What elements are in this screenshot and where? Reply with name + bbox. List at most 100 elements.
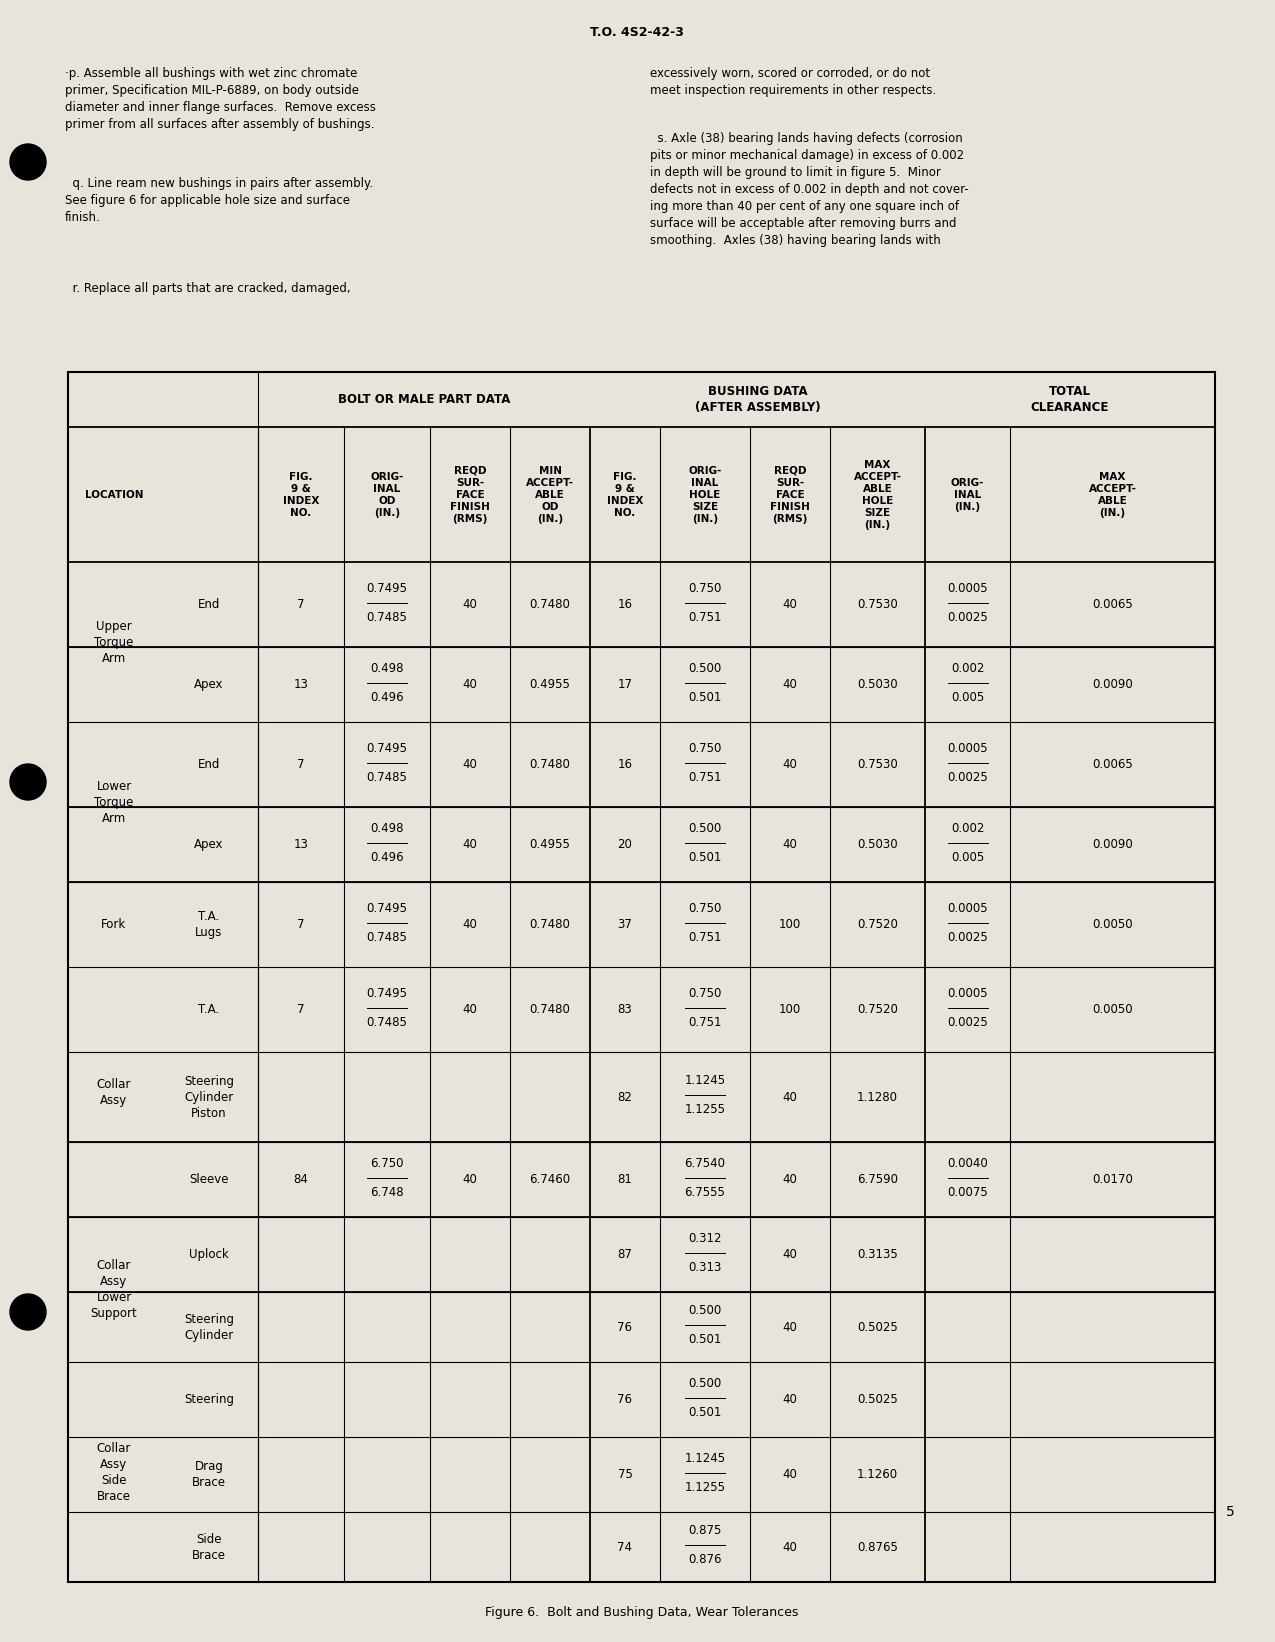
Text: 0.3135: 0.3135 <box>857 1248 898 1261</box>
Text: 1.1280: 1.1280 <box>857 1090 898 1103</box>
Text: 0.0065: 0.0065 <box>1093 598 1133 611</box>
Text: 40: 40 <box>783 1540 797 1553</box>
Text: 40: 40 <box>783 1172 797 1186</box>
Text: 0.002: 0.002 <box>951 662 984 675</box>
Text: 7: 7 <box>297 759 305 772</box>
Text: 40: 40 <box>463 598 477 611</box>
Text: 0.500: 0.500 <box>688 1376 722 1389</box>
Text: 0.501: 0.501 <box>688 851 722 864</box>
Text: REQD
SUR-
FACE
FINISH
(RMS): REQD SUR- FACE FINISH (RMS) <box>450 465 490 524</box>
Text: 13: 13 <box>293 837 309 851</box>
Text: Steering
Cylinder: Steering Cylinder <box>184 1312 235 1342</box>
Text: Upper
Torque
Arm: Upper Torque Arm <box>94 619 134 665</box>
Text: 0.4955: 0.4955 <box>529 678 570 691</box>
Text: End: End <box>198 759 221 772</box>
Text: 6.7540: 6.7540 <box>685 1156 725 1169</box>
Text: 0.7485: 0.7485 <box>367 931 408 944</box>
Text: 0.0050: 0.0050 <box>1093 918 1132 931</box>
Text: Apex: Apex <box>194 678 223 691</box>
Bar <box>68 373 1215 1581</box>
Text: 7: 7 <box>297 918 305 931</box>
Text: 87: 87 <box>617 1248 632 1261</box>
Text: 7: 7 <box>297 1003 305 1016</box>
Text: 0.7520: 0.7520 <box>857 1003 898 1016</box>
Text: 0.313: 0.313 <box>688 1261 722 1274</box>
Text: 0.501: 0.501 <box>688 1406 722 1419</box>
Text: 0.005: 0.005 <box>951 691 984 703</box>
Text: 0.500: 0.500 <box>688 1304 722 1317</box>
Text: 6.750: 6.750 <box>370 1156 404 1169</box>
Text: 0.7530: 0.7530 <box>857 598 898 611</box>
Text: Apex: Apex <box>194 837 223 851</box>
Text: 0.312: 0.312 <box>688 1232 722 1245</box>
Circle shape <box>10 764 46 800</box>
Text: 0.5025: 0.5025 <box>857 1392 898 1406</box>
Text: 0.0050: 0.0050 <box>1093 1003 1132 1016</box>
Text: ORIG-
INAL
HOLE
SIZE
(IN.): ORIG- INAL HOLE SIZE (IN.) <box>688 465 722 524</box>
Text: 0.8765: 0.8765 <box>857 1540 898 1553</box>
Text: 40: 40 <box>783 598 797 611</box>
Text: 1.1255: 1.1255 <box>685 1481 725 1494</box>
Text: MIN
ACCEPT-
ABLE
OD
(IN.): MIN ACCEPT- ABLE OD (IN.) <box>527 465 574 524</box>
Text: 0.751: 0.751 <box>688 931 722 944</box>
Text: MAX
ACCEPT-
ABLE
HOLE
SIZE
(IN.): MAX ACCEPT- ABLE HOLE SIZE (IN.) <box>853 460 901 529</box>
Text: 0.002: 0.002 <box>951 821 984 834</box>
Text: 1.1245: 1.1245 <box>685 1452 725 1465</box>
Text: 0.7485: 0.7485 <box>367 611 408 624</box>
Text: 40: 40 <box>463 1003 477 1016</box>
Text: T.A.: T.A. <box>199 1003 219 1016</box>
Text: 0.0005: 0.0005 <box>947 901 988 915</box>
Text: 40: 40 <box>463 918 477 931</box>
Text: 0.7485: 0.7485 <box>367 1015 408 1028</box>
Text: 40: 40 <box>463 837 477 851</box>
Text: 0.876: 0.876 <box>688 1553 722 1566</box>
Text: 0.5030: 0.5030 <box>857 837 898 851</box>
Text: Figure 6.  Bolt and Bushing Data, Wear Tolerances: Figure 6. Bolt and Bushing Data, Wear To… <box>484 1606 798 1619</box>
Text: 0.7480: 0.7480 <box>529 918 570 931</box>
Text: Collar
Assy
Side
Brace: Collar Assy Side Brace <box>97 1442 131 1502</box>
Text: 0.7480: 0.7480 <box>529 598 570 611</box>
Text: 76: 76 <box>617 1392 632 1406</box>
Text: excessively worn, scored or corroded, or do not
meet inspection requirements in : excessively worn, scored or corroded, or… <box>650 67 936 97</box>
Text: 0.0005: 0.0005 <box>947 987 988 1000</box>
Text: 40: 40 <box>463 759 477 772</box>
Text: 0.501: 0.501 <box>688 1333 722 1346</box>
Text: FIG.
9 &
INDEX
NO.: FIG. 9 & INDEX NO. <box>607 471 643 517</box>
Text: 0.7495: 0.7495 <box>366 742 408 755</box>
Text: 40: 40 <box>463 678 477 691</box>
Text: 75: 75 <box>617 1468 632 1481</box>
Text: FIG.
9 &
INDEX
NO.: FIG. 9 & INDEX NO. <box>283 471 319 517</box>
Text: 100: 100 <box>779 1003 801 1016</box>
Text: Collar
Assy
Lower
Support: Collar Assy Lower Support <box>91 1259 138 1320</box>
Text: Collar
Assy: Collar Assy <box>97 1077 131 1107</box>
Text: 0.005: 0.005 <box>951 851 984 864</box>
Text: 0.500: 0.500 <box>688 821 722 834</box>
Text: 0.875: 0.875 <box>688 1524 722 1537</box>
Text: 0.7480: 0.7480 <box>529 1003 570 1016</box>
Text: Uplock: Uplock <box>189 1248 230 1261</box>
Text: 0.0065: 0.0065 <box>1093 759 1133 772</box>
Text: 0.7495: 0.7495 <box>366 581 408 594</box>
Text: 0.5025: 0.5025 <box>857 1320 898 1333</box>
Text: 0.498: 0.498 <box>370 821 404 834</box>
Text: MAX
ACCEPT-
ABLE
(IN.): MAX ACCEPT- ABLE (IN.) <box>1089 471 1136 517</box>
Text: 0.498: 0.498 <box>370 662 404 675</box>
Text: REQD
SUR-
FACE
FINISH
(RMS): REQD SUR- FACE FINISH (RMS) <box>770 465 810 524</box>
Text: 6.7590: 6.7590 <box>857 1172 898 1186</box>
Text: Sleeve: Sleeve <box>189 1172 228 1186</box>
Text: 5: 5 <box>1225 1506 1234 1519</box>
Text: 0.7530: 0.7530 <box>857 759 898 772</box>
Text: ORIG-
INAL
OD
(IN.): ORIG- INAL OD (IN.) <box>370 471 404 517</box>
Text: 0.0040: 0.0040 <box>947 1156 988 1169</box>
Text: 1.1260: 1.1260 <box>857 1468 898 1481</box>
Text: 1.1245: 1.1245 <box>685 1074 725 1087</box>
Text: 6.7555: 6.7555 <box>685 1186 725 1199</box>
Text: 40: 40 <box>783 1320 797 1333</box>
Text: 0.7495: 0.7495 <box>366 901 408 915</box>
Text: 0.0090: 0.0090 <box>1093 678 1133 691</box>
Text: s. Axle (38) bearing lands having defects (corrosion
pits or minor mechanical da: s. Axle (38) bearing lands having defect… <box>650 131 969 246</box>
Text: 83: 83 <box>617 1003 632 1016</box>
Text: 0.5030: 0.5030 <box>857 678 898 691</box>
Text: 0.750: 0.750 <box>688 581 722 594</box>
Text: 0.0005: 0.0005 <box>947 742 988 755</box>
